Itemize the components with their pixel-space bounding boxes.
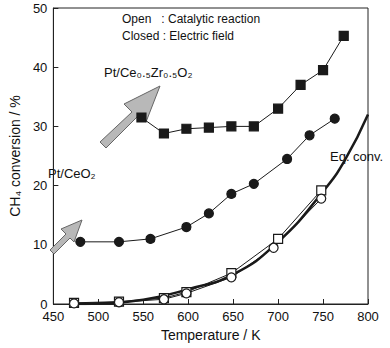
svg-text:CH₄ conversion / %: CH₄ conversion / % [7, 95, 23, 217]
svg-text:750: 750 [312, 309, 334, 324]
svg-text:0: 0 [40, 296, 48, 312]
svg-text:800: 800 [357, 309, 379, 324]
svg-text:30: 30 [33, 119, 47, 134]
svg-text:Pt/CeO₂: Pt/CeO₂ [48, 166, 96, 181]
svg-text:Temperature / K: Temperature / K [161, 327, 261, 343]
svg-text:700: 700 [267, 309, 289, 324]
svg-text:Open : Catalytic reaction: Open : Catalytic reaction [122, 12, 260, 26]
svg-text:40: 40 [33, 60, 47, 75]
svg-text:450: 450 [43, 309, 65, 324]
svg-text:20: 20 [33, 178, 47, 193]
svg-text:550: 550 [132, 309, 154, 324]
svg-text:650: 650 [222, 309, 244, 324]
svg-text:500: 500 [87, 309, 109, 324]
svg-text:Eq. conv.: Eq. conv. [330, 149, 383, 164]
svg-text:600: 600 [177, 309, 199, 324]
svg-text:Closed : Electric field: Closed : Electric field [122, 29, 234, 43]
svg-text:Pt/Ce₀.₅Zr₀.₅O₂: Pt/Ce₀.₅Zr₀.₅O₂ [104, 65, 192, 80]
svg-text:50: 50 [33, 1, 47, 16]
svg-text:10: 10 [33, 237, 47, 252]
